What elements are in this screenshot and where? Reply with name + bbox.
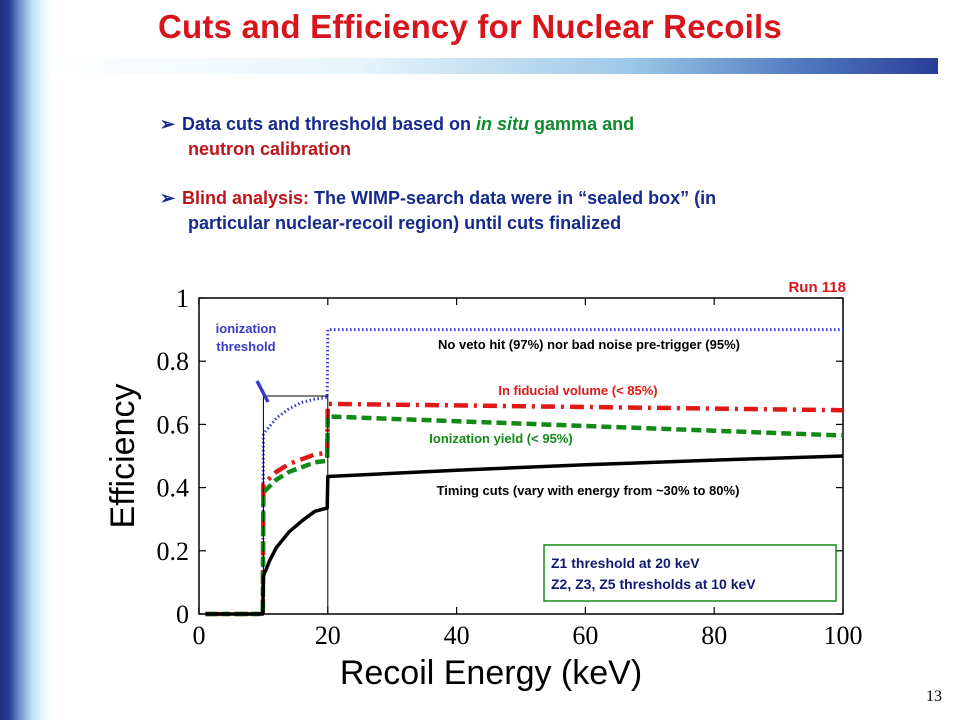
bullet-text-segment: The WIMP-search data were in “sealed box… [309, 188, 717, 208]
y-tick-label: 0 [176, 600, 189, 629]
x-tick-label: 80 [701, 621, 727, 650]
x-tick-label: 20 [315, 621, 341, 650]
bullet-item-blind-analysis: ➢ Blind analysis: The WIMP-search data w… [160, 186, 880, 236]
x-tick-label: 40 [444, 621, 470, 650]
y-tick-label: 0.8 [157, 347, 190, 376]
threshold-pointer-line [255, 380, 270, 403]
x-tick-label: 100 [824, 621, 863, 650]
bullet-text-segment: in situ [476, 114, 530, 134]
annotation-yield: Ionization yield (< 95%) [429, 431, 572, 446]
bullet-text-segment: particular nuclear-recoil region) until … [188, 213, 622, 233]
bullet-text-segment: neutron calibration [188, 139, 352, 159]
bullet-continuation: neutron calibration [182, 137, 880, 162]
efficiency-chart: 0 20 40 60 80 100 0 0.2 0.4 0.6 0.8 1 Recoil Energy … [94, 278, 874, 694]
bullet-continuation: particular nuclear-recoil region) until … [182, 211, 880, 236]
y-axis-label: Efficiency [104, 384, 142, 529]
arrow-bullet-icon: ➢ [160, 188, 176, 208]
plot-layer: 0 20 40 60 80 100 0 0.2 0.4 0.6 0.8 1 Recoil Energy … [104, 279, 863, 692]
bullet-text-segment: Blind analysis: [182, 188, 310, 208]
series-line-veto [205, 328, 843, 616]
bullet-item-calibration: ➢ Data cuts and threshold based on in si… [160, 112, 880, 162]
series-line-timing [205, 454, 844, 616]
bullet-text-segment: Data cuts and threshold based on [182, 114, 477, 134]
sidebar-gradient [0, 0, 52, 720]
page-number: 13 [926, 688, 942, 705]
bullet-line: Data cuts and threshold based on in situ… [182, 114, 634, 134]
y-tick-label: 0.6 [157, 410, 190, 439]
annotation-ionization_threshold: ionization [216, 321, 277, 336]
run-label: Run 118 [788, 279, 846, 296]
y-tick-label: 0.2 [157, 537, 190, 566]
annotation-ionization_threshold: threshold [216, 339, 275, 354]
series-line-threshold [262, 395, 329, 614]
bullet-text-segment: gamma and [529, 114, 635, 134]
y-tick-label: 0.4 [157, 474, 190, 503]
legend-box-line: Z1 threshold at 20 keV [551, 555, 700, 571]
y-tick-label: 1 [176, 284, 189, 313]
annotation-veto: No veto hit (97%) nor bad noise pre-trig… [438, 337, 740, 352]
legend-box-line: Z2, Z3, Z5 thresholds at 10 keV [551, 576, 756, 592]
bullet-line: Blind analysis: The WIMP-search data wer… [182, 188, 716, 208]
arrow-bullet-icon: ➢ [160, 114, 176, 134]
legend-box [543, 544, 837, 602]
title-underline-bar [52, 58, 938, 74]
x-tick-label: 60 [572, 621, 598, 650]
slide-title: Cuts and Efficiency for Nuclear Recoils [158, 8, 782, 45]
annotation-fiducial: In fiducial volume (< 85%) [498, 383, 657, 398]
x-axis-label: Recoil Energy (keV) [340, 654, 642, 692]
bullet-list: ➢ Data cuts and threshold based on in si… [160, 112, 880, 260]
annotation-timing: Timing cuts (vary with energy from ~30% … [437, 483, 740, 498]
x-tick-label: 0 [193, 621, 206, 650]
